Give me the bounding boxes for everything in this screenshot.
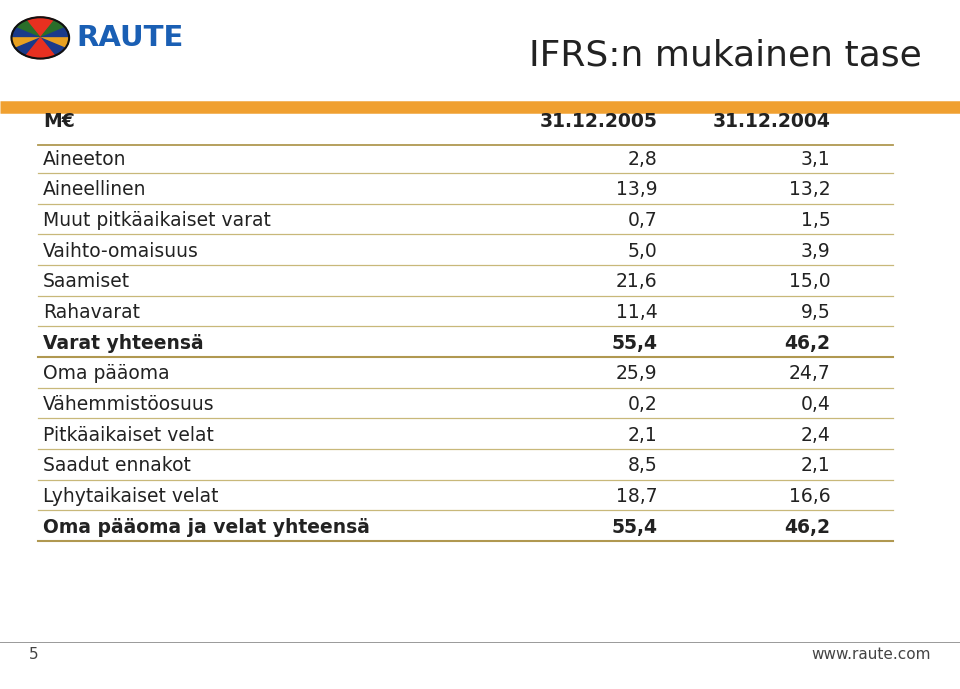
Wedge shape <box>40 38 55 59</box>
Text: Oma pääoma: Oma pääoma <box>43 364 170 383</box>
Text: 0,2: 0,2 <box>628 395 658 414</box>
Wedge shape <box>15 20 40 38</box>
Text: Saamiset: Saamiset <box>43 272 131 291</box>
Text: IFRS:n mukainen tase: IFRS:n mukainen tase <box>529 39 922 72</box>
Text: 31.12.2005: 31.12.2005 <box>540 112 658 131</box>
Text: 55,4: 55,4 <box>612 333 658 353</box>
Text: 55,4: 55,4 <box>612 517 658 537</box>
Text: Vähemmistöosuus: Vähemmistöosuus <box>43 395 215 414</box>
Wedge shape <box>40 38 65 56</box>
Wedge shape <box>26 17 40 38</box>
Text: 3,1: 3,1 <box>801 150 830 169</box>
Text: Aineeton: Aineeton <box>43 150 127 169</box>
Text: 2,4: 2,4 <box>801 426 830 445</box>
Text: 2,1: 2,1 <box>801 456 830 475</box>
Wedge shape <box>40 20 65 38</box>
Wedge shape <box>40 17 55 38</box>
Text: Saadut ennakot: Saadut ennakot <box>43 456 191 475</box>
Text: 8,5: 8,5 <box>628 456 658 475</box>
Text: RAUTE: RAUTE <box>77 24 184 52</box>
Text: Oma pääoma ja velat yhteensä: Oma pääoma ja velat yhteensä <box>43 517 370 537</box>
Wedge shape <box>40 38 69 48</box>
Wedge shape <box>26 38 40 59</box>
Wedge shape <box>12 38 40 48</box>
Text: www.raute.com: www.raute.com <box>812 647 931 662</box>
Text: 16,6: 16,6 <box>789 487 830 506</box>
Text: 21,6: 21,6 <box>616 272 658 291</box>
Text: Rahavarat: Rahavarat <box>43 303 140 322</box>
Text: Vaihto-omaisuus: Vaihto-omaisuus <box>43 242 199 261</box>
Text: Pitkäaikaiset velat: Pitkäaikaiset velat <box>43 426 214 445</box>
Text: 15,0: 15,0 <box>789 272 830 291</box>
Text: 9,5: 9,5 <box>801 303 830 322</box>
Text: 13,2: 13,2 <box>789 181 830 200</box>
Text: 1,5: 1,5 <box>801 211 830 230</box>
Text: 46,2: 46,2 <box>784 333 830 353</box>
Wedge shape <box>12 28 40 38</box>
Text: Aineellinen: Aineellinen <box>43 181 147 200</box>
Wedge shape <box>40 28 69 38</box>
Text: 2,8: 2,8 <box>628 150 658 169</box>
Text: Varat yhteensä: Varat yhteensä <box>43 333 204 353</box>
Text: 5: 5 <box>29 647 38 662</box>
Text: 31.12.2004: 31.12.2004 <box>712 112 830 131</box>
Text: Lyhytaikaiset velat: Lyhytaikaiset velat <box>43 487 219 506</box>
Text: 0,7: 0,7 <box>628 211 658 230</box>
Text: M€: M€ <box>43 112 75 131</box>
Text: Muut pitkäaikaiset varat: Muut pitkäaikaiset varat <box>43 211 271 230</box>
Text: 0,4: 0,4 <box>801 395 830 414</box>
Text: 2,1: 2,1 <box>628 426 658 445</box>
Text: 46,2: 46,2 <box>784 517 830 537</box>
Text: 5,0: 5,0 <box>628 242 658 261</box>
Text: 13,9: 13,9 <box>616 181 658 200</box>
Wedge shape <box>15 38 40 56</box>
Text: 24,7: 24,7 <box>789 364 830 383</box>
Text: 25,9: 25,9 <box>616 364 658 383</box>
Text: 11,4: 11,4 <box>616 303 658 322</box>
Text: 3,9: 3,9 <box>801 242 830 261</box>
Text: 18,7: 18,7 <box>616 487 658 506</box>
